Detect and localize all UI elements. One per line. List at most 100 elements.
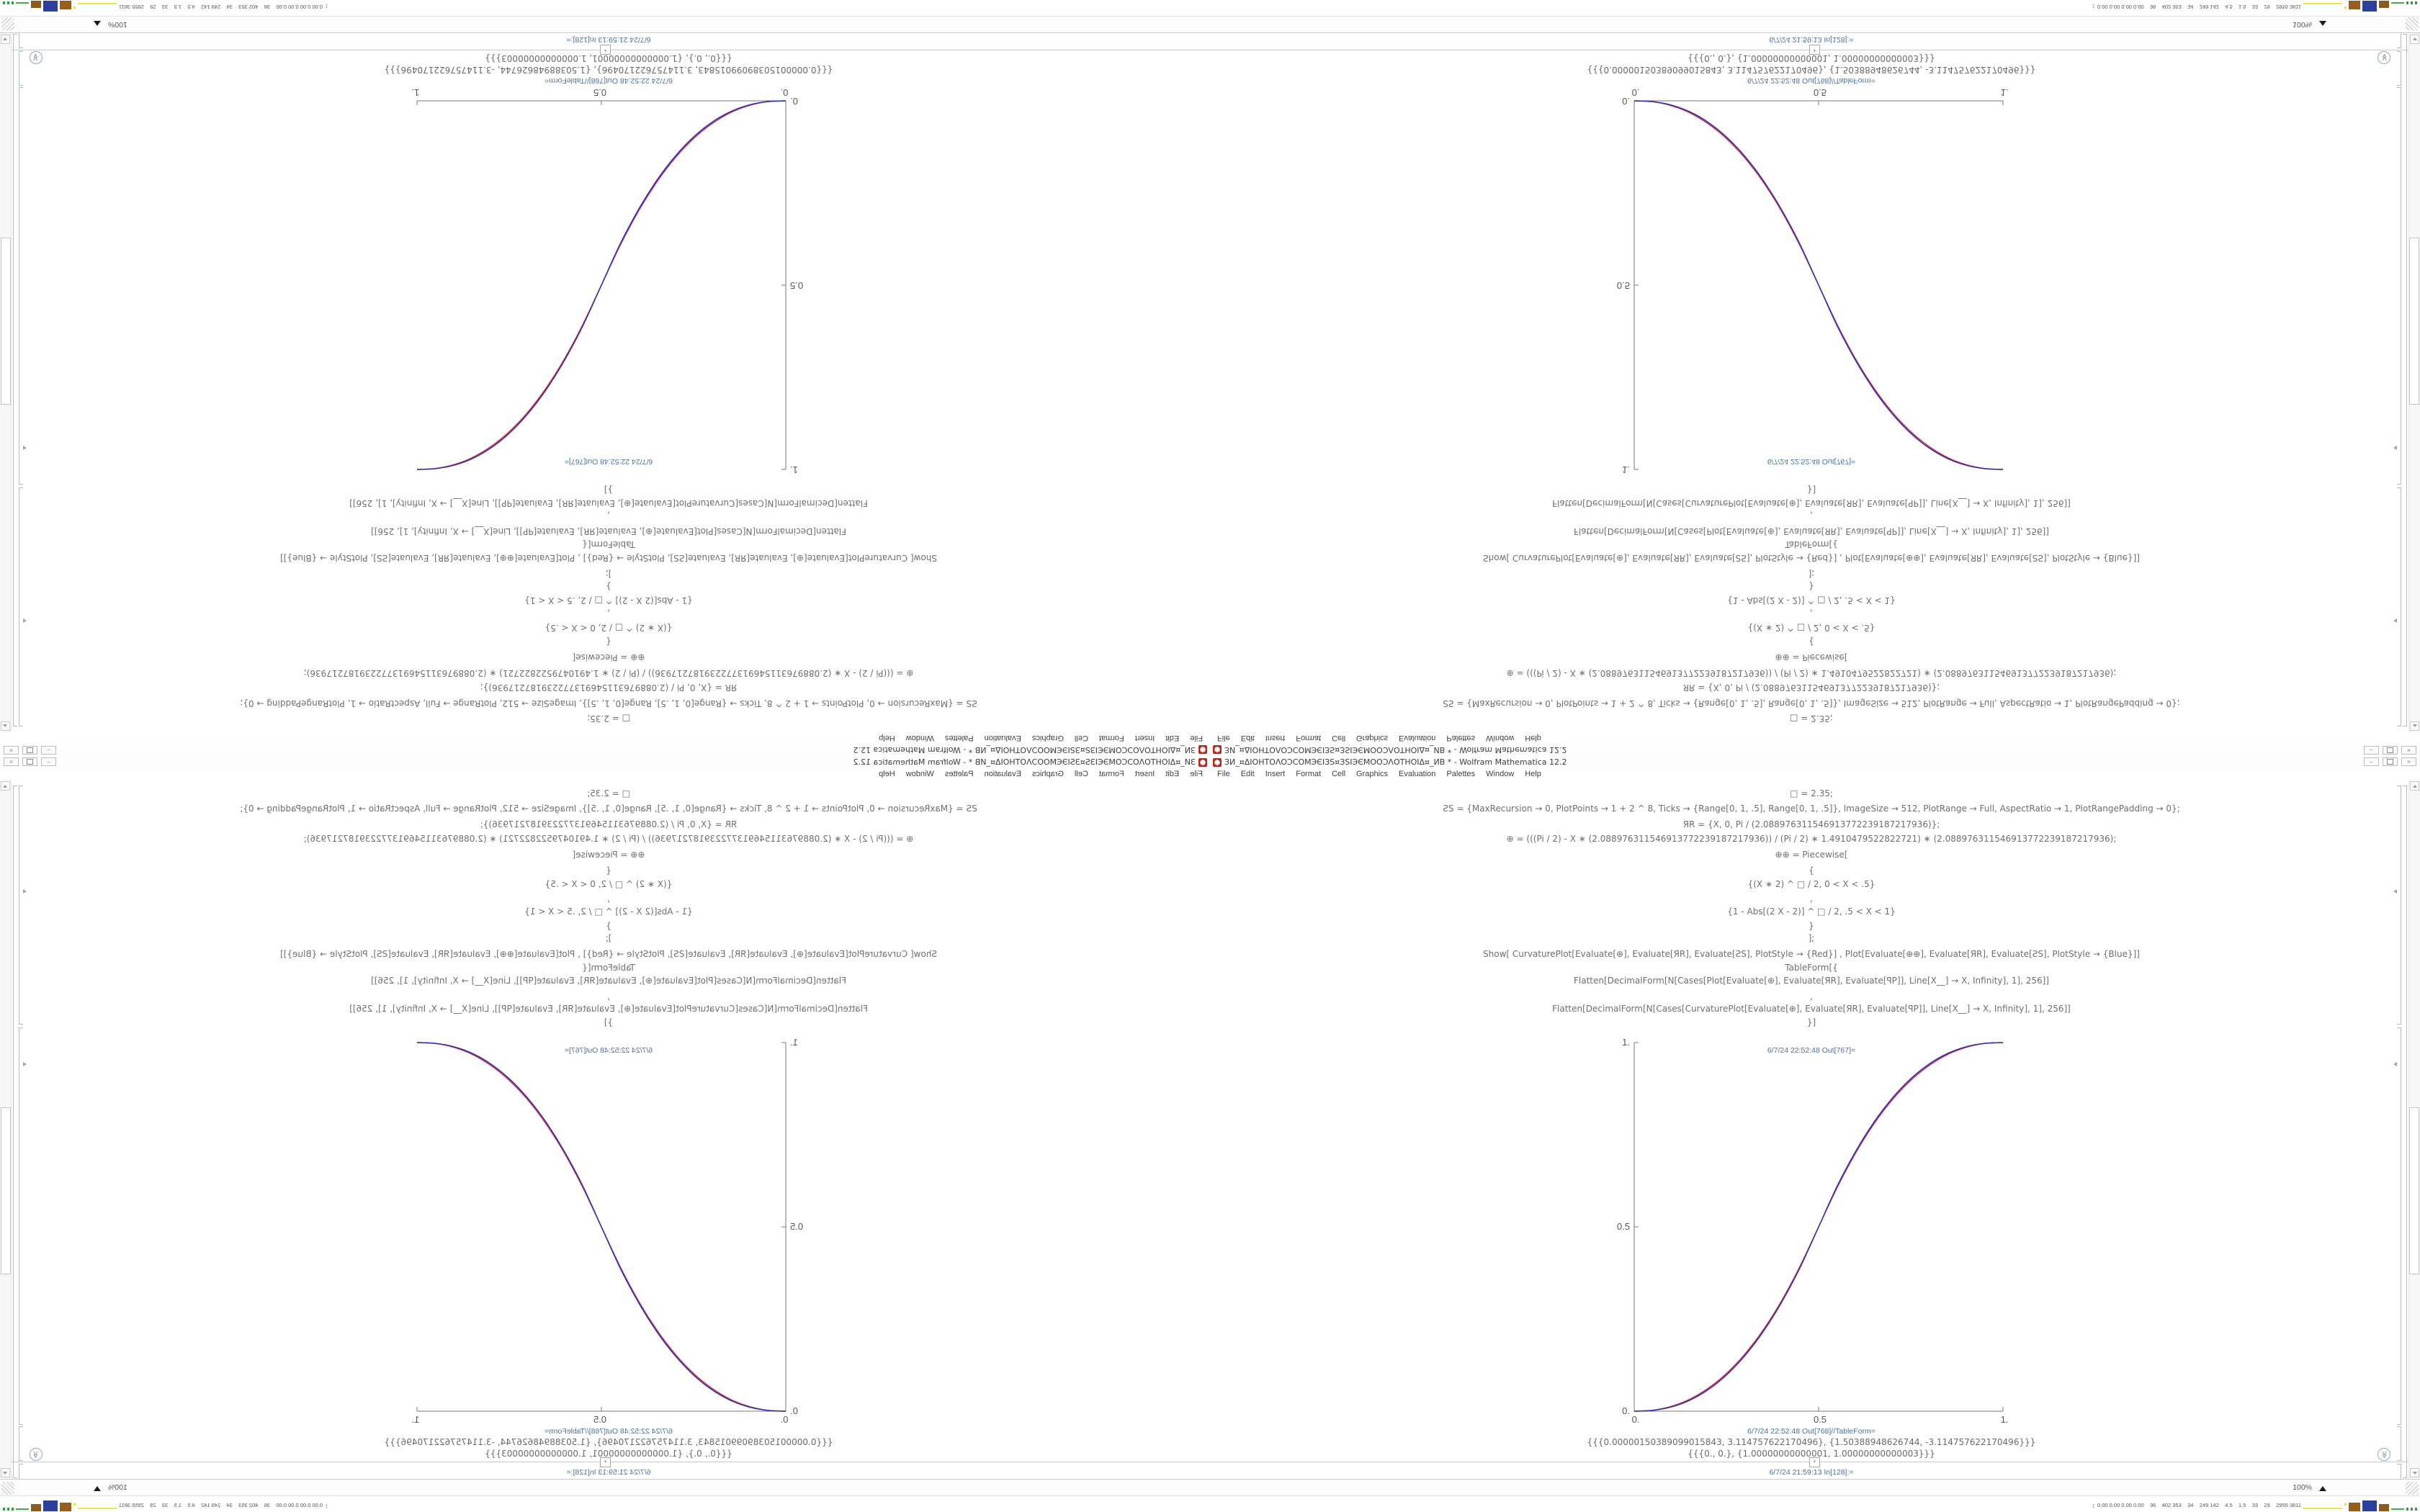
green-dot-icon[interactable] bbox=[7, 1508, 9, 1511]
code-line[interactable]: ⊕⊕ = Piecewise[ bbox=[1775, 652, 1848, 662]
scroll-to-end-chevron-icon[interactable]: ≫ bbox=[2378, 51, 2390, 64]
updown-arrow-icon[interactable]: ↕ bbox=[325, 3, 328, 10]
insert-cell-plus-button[interactable]: + bbox=[600, 1457, 611, 1467]
code-line[interactable]: { bbox=[1809, 636, 1814, 647]
code-line[interactable]: {(X ∗ 2) ^ □ / 2, 0 < X < .5} bbox=[1747, 879, 1876, 889]
code-line[interactable]: ЯR = {X, 0, Pi / (2.08897631154691377223… bbox=[480, 819, 738, 829]
plot-output-cell-bracket[interactable] bbox=[19, 1027, 23, 1425]
menu-item-format[interactable]: Format bbox=[1098, 734, 1124, 742]
window-resize-grip[interactable] bbox=[1, 1482, 14, 1495]
green-graph-line-icon[interactable] bbox=[2391, 2, 2404, 4]
menu-item-edit[interactable]: Edit bbox=[1165, 734, 1180, 742]
code-line[interactable]: Flatten[DecimalForm[N[Cases[CurvaturePlo… bbox=[349, 1004, 868, 1014]
menu-item-evaluation[interactable]: Evaluation bbox=[1399, 734, 1436, 742]
code-line[interactable]: , bbox=[1810, 608, 1813, 618]
green-dot-icon[interactable] bbox=[2406, 1508, 2408, 1511]
tableform-row[interactable]: {{{0.00000150389099015843, 3.11475762217… bbox=[384, 65, 833, 75]
code-line[interactable]: {1 - Abs[(2 X - 2)] ^ □ / 2, .5 < X < 1} bbox=[524, 595, 693, 606]
code-line[interactable]: {1 - Abs[(2 X - 2)] ^ □ / 2, .5 < X < 1} bbox=[1727, 906, 1896, 917]
green-dot-icon[interactable] bbox=[12, 1508, 14, 1511]
scroll-down-arrow-icon[interactable] bbox=[2410, 1468, 2419, 1477]
green-dot-icon[interactable] bbox=[2415, 1, 2417, 4]
code-line[interactable]: ƧS = {MaxRecursion → 0, PlotPoints → 1 +… bbox=[240, 698, 977, 708]
menu-item-cell[interactable]: Cell bbox=[1332, 734, 1346, 742]
code-line[interactable]: ЯR = {X, 0, Pi / (2.08897631154691377223… bbox=[480, 683, 738, 693]
code-line[interactable]: { bbox=[606, 865, 611, 876]
yellow-dot-icon[interactable] bbox=[2344, 1503, 2347, 1506]
green-dot-icon[interactable] bbox=[2415, 1508, 2417, 1511]
brown-graph-block-icon[interactable] bbox=[60, 1503, 71, 1511]
table-output-cell-bracket[interactable] bbox=[19, 51, 23, 86]
menu-item-palettes[interactable]: Palettes bbox=[944, 734, 974, 742]
os-taskbar[interactable]: ↕ 0.00 0.00 0.00 0.00 36 402 353 34 249 … bbox=[1210, 1495, 2420, 1512]
maximize-button[interactable] bbox=[22, 746, 37, 755]
menu-item-file[interactable]: File bbox=[1190, 734, 1203, 742]
menu-item-evaluation[interactable]: Evaluation bbox=[984, 770, 1021, 778]
magnification-indicator[interactable]: 100% bbox=[2293, 20, 2312, 29]
magnification-indicator[interactable]: 100% bbox=[2293, 1483, 2312, 1492]
title-bar[interactable]: ЗИ_¤ΔΙΟΗΤΟΛΟƆCOMЭЄΙЗЅ¤ЗЅΙЭЄΜΟΟƆΛΟΤΗΟΙΔ¤_… bbox=[1210, 756, 2420, 768]
vertical-scrollbar[interactable] bbox=[0, 33, 12, 732]
menu-item-insert[interactable]: Insert bbox=[1134, 734, 1155, 742]
maximize-button[interactable] bbox=[2383, 757, 2398, 766]
code-line[interactable]: } bbox=[606, 581, 611, 591]
menu-item-help[interactable]: Help bbox=[1525, 734, 1541, 742]
code-line[interactable]: ]; bbox=[1808, 933, 1815, 943]
code-line[interactable]: ⊕ = (((Pi / 2) - X ∗ (2.0889763115469137… bbox=[1506, 834, 2117, 844]
menu-item-file[interactable]: File bbox=[1217, 734, 1230, 742]
input-cell-bracket[interactable] bbox=[19, 786, 23, 1025]
scroll-to-end-chevron-icon[interactable]: ≫ bbox=[30, 1448, 42, 1461]
code-line[interactable]: TableForm[{ bbox=[1785, 539, 1838, 549]
menu-item-edit[interactable]: Edit bbox=[1240, 734, 1255, 742]
code-line[interactable]: Flatten[DecimalForm[N[Cases[CurvaturePlo… bbox=[1552, 498, 2071, 508]
menu-item-edit[interactable]: Edit bbox=[1240, 770, 1255, 778]
yellow-dot-icon[interactable] bbox=[2344, 6, 2347, 9]
minimize-button[interactable]: – bbox=[2364, 746, 2379, 755]
code-line[interactable]: Flatten[DecimalForm[N[Cases[Plot[Evaluat… bbox=[371, 976, 846, 986]
menu-item-file[interactable]: File bbox=[1190, 770, 1203, 778]
menu-item-format[interactable]: Format bbox=[1098, 770, 1124, 778]
code-line[interactable]: } bbox=[1809, 581, 1814, 591]
yellow-graph-line-icon[interactable] bbox=[2303, 3, 2342, 4]
code-line[interactable]: Show[ CurvaturePlot[Evaluate[⊕], Evaluat… bbox=[280, 553, 937, 563]
menu-item-graphics[interactable]: Graphics bbox=[1356, 770, 1389, 778]
code-line[interactable]: Flatten[DecimalForm[N[Cases[Plot[Evaluat… bbox=[371, 526, 846, 536]
code-line[interactable]: ƧS = {MaxRecursion → 0, PlotPoints → 1 +… bbox=[240, 804, 977, 814]
green-dot-icon[interactable] bbox=[2406, 1, 2408, 4]
tableform-row[interactable]: {{{0.00000150389099015843, 3.11475762217… bbox=[1587, 65, 2036, 75]
tableform-row[interactable]: {{{0.00000150389099015843, 3.11475762217… bbox=[384, 1437, 833, 1447]
updown-arrow-icon[interactable]: ↕ bbox=[2092, 1502, 2096, 1509]
new-input-cell-bracket[interactable] bbox=[2397, 32, 2401, 48]
green-graph-line-icon[interactable] bbox=[2391, 1508, 2404, 1510]
blue-graph-block-icon[interactable] bbox=[2362, 1500, 2377, 1511]
table-output-cell-bracket[interactable] bbox=[2397, 51, 2401, 86]
yellow-graph-line-icon[interactable] bbox=[78, 1508, 117, 1509]
plot-output-cell-bracket[interactable] bbox=[2397, 1027, 2401, 1425]
vertical-scrollbar[interactable] bbox=[0, 780, 12, 1479]
green-dot-icon[interactable] bbox=[2411, 1508, 2413, 1511]
code-line[interactable]: TableForm[{ bbox=[582, 963, 635, 973]
code-line[interactable]: , bbox=[1810, 991, 1813, 1002]
menu-item-palettes[interactable]: Palettes bbox=[1446, 734, 1476, 742]
code-line[interactable]: , bbox=[607, 608, 610, 618]
yellow-graph-line-icon[interactable] bbox=[78, 3, 117, 4]
blue-graph-block-icon[interactable] bbox=[43, 1, 58, 12]
minimize-button[interactable]: – bbox=[2364, 757, 2379, 766]
code-line[interactable]: ƧS = {MaxRecursion → 0, PlotPoints → 1 +… bbox=[1443, 804, 2180, 814]
scroll-to-end-chevron-icon[interactable]: ≫ bbox=[2378, 1448, 2390, 1461]
cell-group-bracket-outer[interactable] bbox=[2403, 34, 2407, 726]
table-output-cell-bracket[interactable] bbox=[2397, 1426, 2401, 1461]
scroll-up-arrow-icon[interactable] bbox=[1, 781, 10, 791]
code-line[interactable]: ⊕⊕ = Piecewise[ bbox=[572, 850, 645, 860]
brown-graph-block-icon[interactable] bbox=[31, 1, 41, 8]
close-button[interactable]: × bbox=[4, 746, 19, 755]
title-bar[interactable]: ЗИ_¤ΔΙΟΗΤΟΛΟƆCOMЭЄΙЗЅ¤ЗЅΙЭЄΜΟΟƆΛΟΤΗΟΙΔ¤_… bbox=[0, 756, 1210, 768]
table-output-cell-bracket[interactable] bbox=[19, 1426, 23, 1461]
close-button[interactable]: × bbox=[4, 757, 19, 766]
code-line[interactable]: ⊕⊕ = Piecewise[ bbox=[572, 652, 645, 662]
code-line[interactable]: ]; bbox=[605, 933, 612, 943]
tableform-row[interactable]: {{{0., 0.}, {1.00000000000001, 1.0000000… bbox=[485, 53, 732, 63]
code-line[interactable]: , bbox=[607, 991, 610, 1002]
code-line[interactable]: {1 - Abs[(2 X - 2)] ^ □ / 2, .5 < X < 1} bbox=[524, 906, 693, 917]
menu-item-window[interactable]: Window bbox=[905, 734, 934, 742]
